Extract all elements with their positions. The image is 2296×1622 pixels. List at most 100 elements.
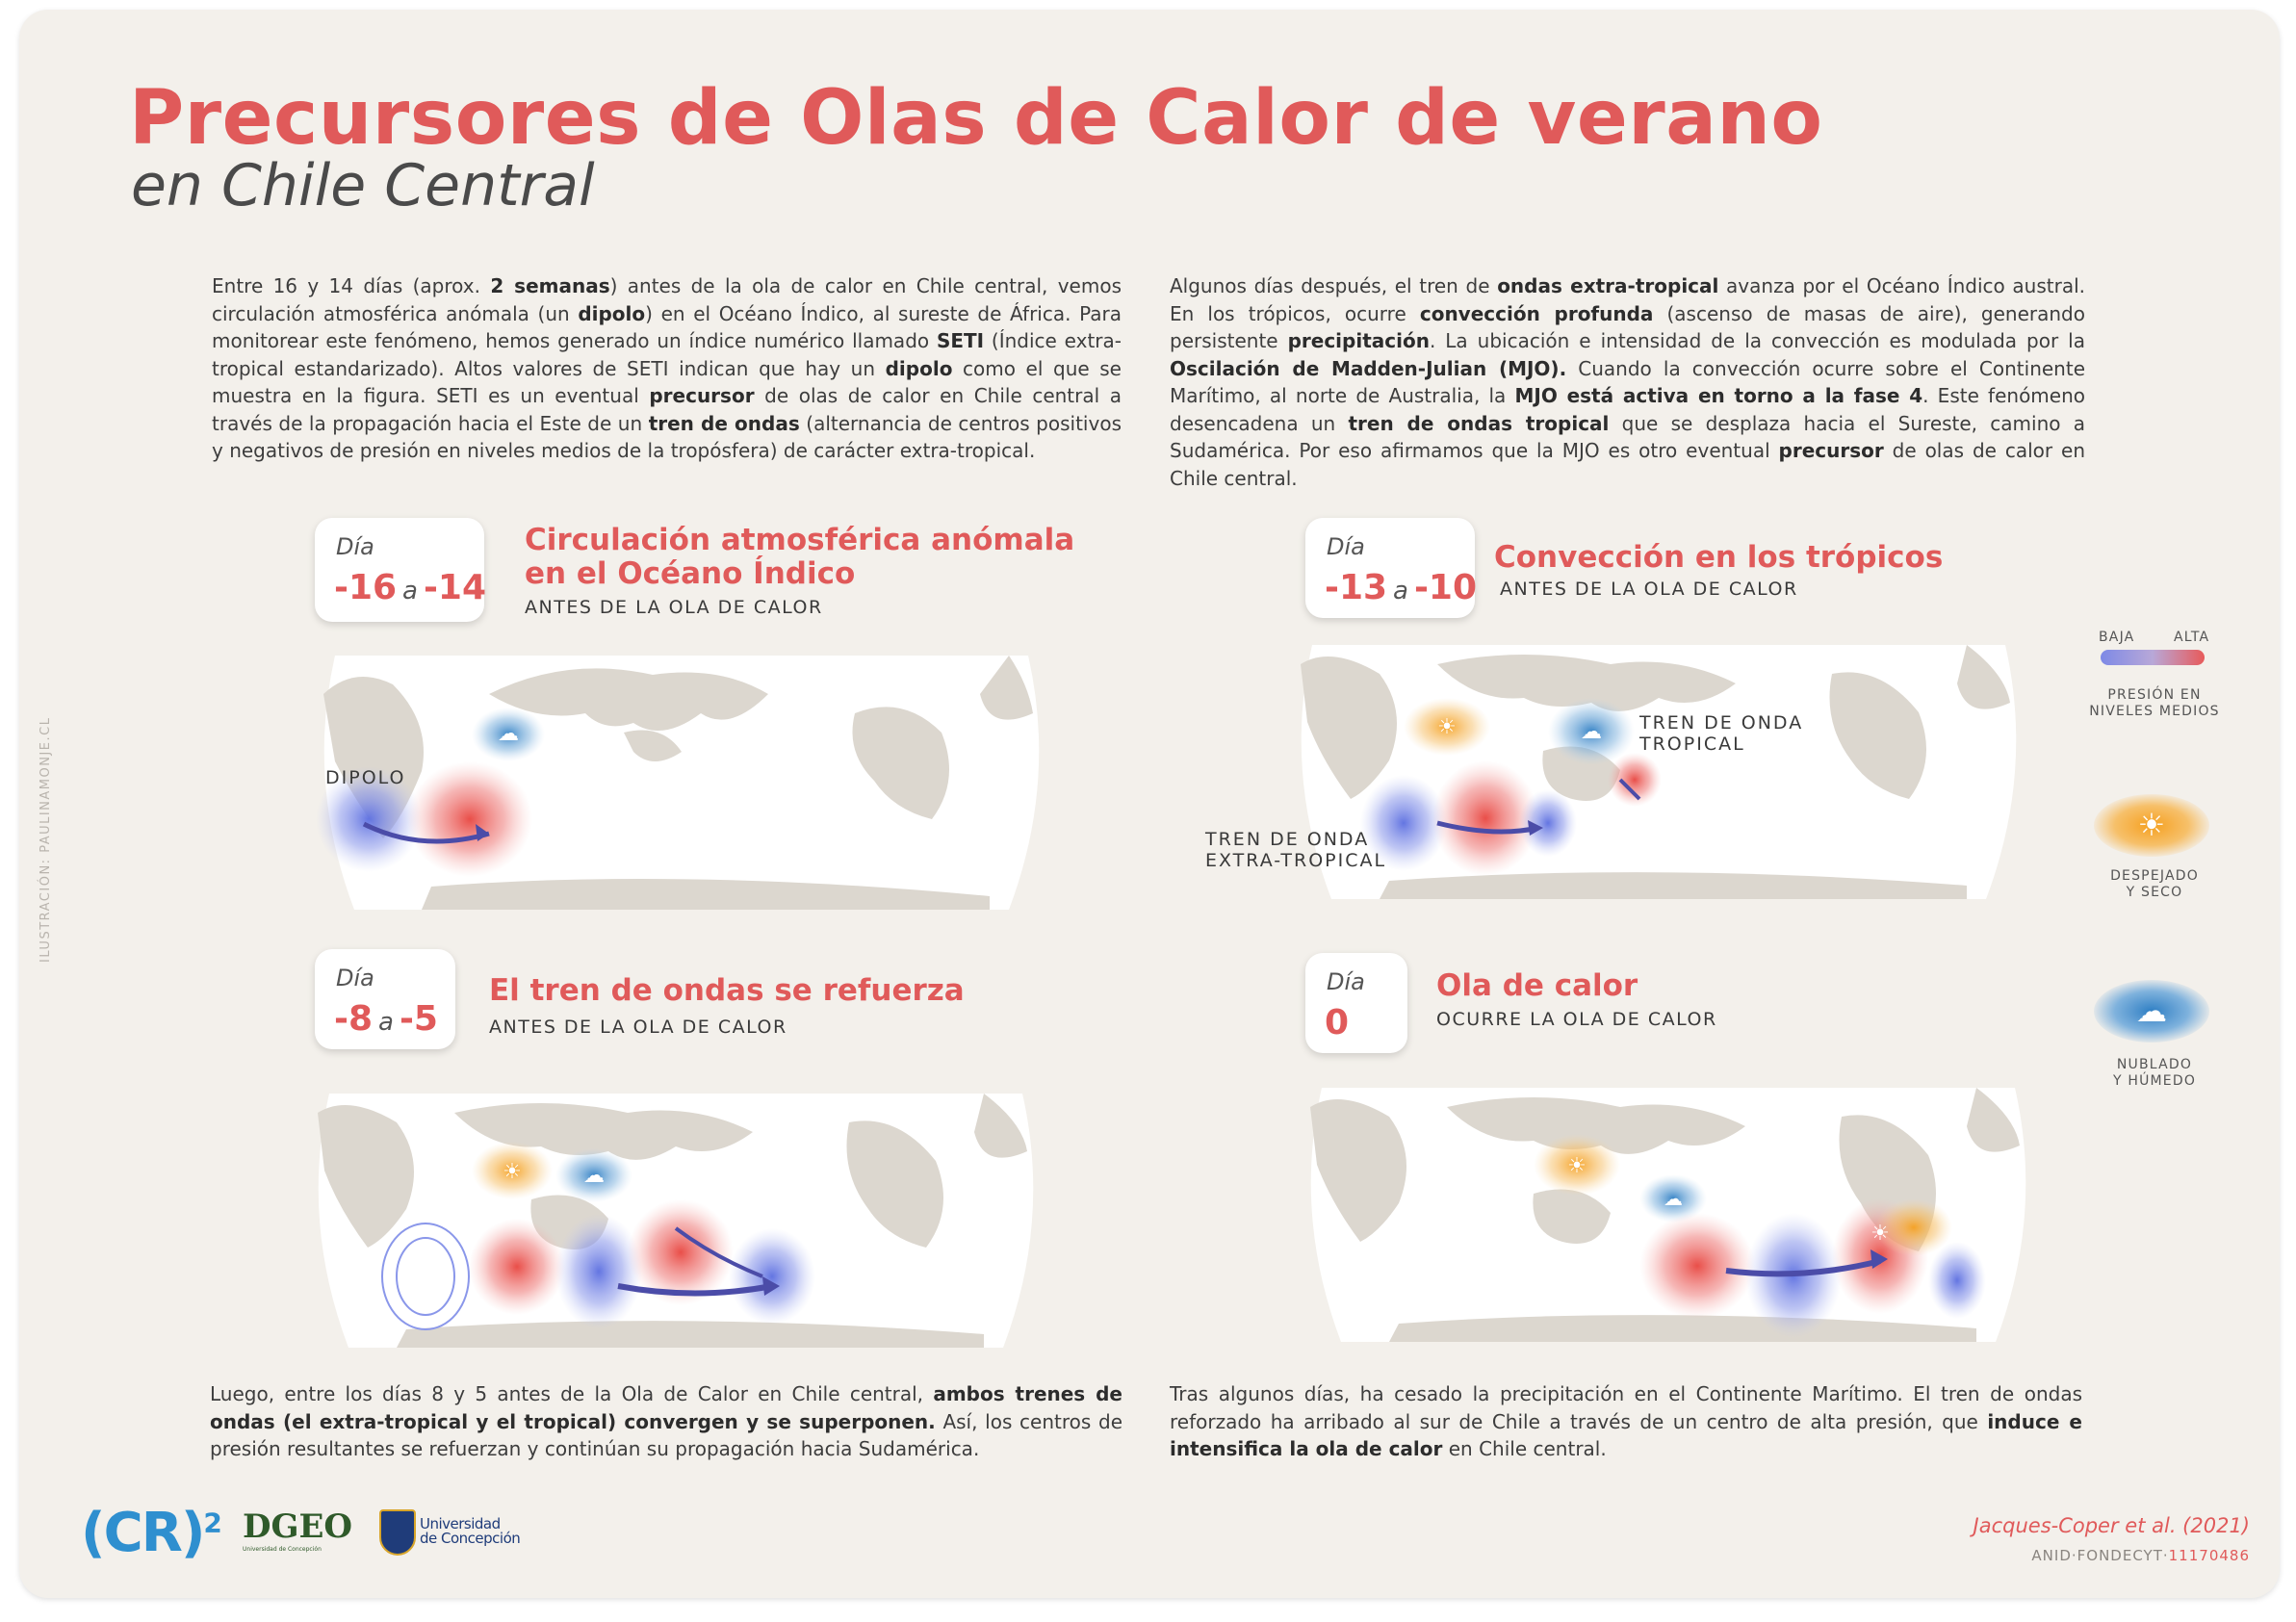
legend-clear-line-1: DESPEJADO bbox=[2110, 868, 2199, 884]
text-run: Tras algunos días, ha cesado la precipit… bbox=[1170, 1382, 2082, 1433]
map-dipole: ☁ bbox=[316, 656, 1040, 910]
day-badge-3: Día -8 a -5 bbox=[315, 949, 455, 1049]
sun-icon: ☀ bbox=[1437, 715, 1457, 739]
day-sep: a bbox=[378, 1008, 394, 1037]
text-run: de olas de calor en Chile central. bbox=[1170, 439, 2085, 490]
day-sep: a bbox=[402, 577, 418, 605]
cloud-rain-icon: ☁ bbox=[498, 722, 519, 746]
text-run: en Chile central. bbox=[1442, 1437, 1607, 1460]
panel-4-title: Ola de calor bbox=[1436, 968, 1638, 1003]
day-range: -16 a -14 bbox=[334, 568, 486, 607]
text-run: ambos trenes de ondas (el extra-tropical… bbox=[210, 1382, 1122, 1433]
legend-pressure-line-2: NIVELES MEDIOS bbox=[2089, 704, 2220, 719]
panel-1-title-line-1: Circulación atmosférica anómala bbox=[525, 523, 1075, 557]
tropical-wave-line-1: TREN DE ONDA bbox=[1639, 712, 1804, 734]
legend-clear: DESPEJADO Y SECO bbox=[2077, 868, 2232, 901]
bottom-right-paragraph: Tras algunos días, ha cesado la precipit… bbox=[1170, 1380, 2082, 1463]
cloud-rain-icon: ☁ bbox=[583, 1164, 605, 1188]
cloudy-wet-cloud-icon: ☁ bbox=[2094, 980, 2209, 1043]
text-run: Algunos días después, el tren de bbox=[1170, 274, 1498, 297]
day-label: Día bbox=[336, 533, 374, 560]
legend-pressure: PRESIÓN EN NIVELES MEDIOS bbox=[2077, 687, 2232, 720]
text-run: de olas de calor en Chile central a trav… bbox=[212, 384, 1122, 435]
page-subtitle: en Chile Central bbox=[131, 152, 595, 219]
panel-3-subtitle: ANTES DE LA OLA DE CALOR bbox=[489, 1017, 787, 1038]
text-run: MJO está activa en torno a la fase 4 bbox=[1514, 384, 1923, 407]
panel-1-subtitle: ANTES DE LA OLA DE CALOR bbox=[525, 597, 823, 618]
extratropical-wave-line-2: EXTRA-TROPICAL bbox=[1205, 850, 1387, 871]
day-from: -8 bbox=[334, 999, 373, 1039]
day-to: -5 bbox=[399, 999, 438, 1039]
map-heat-wave: ☀ ☁ ☀ bbox=[1310, 1088, 2026, 1342]
udec-logo-line-2: de Concepción bbox=[420, 1530, 521, 1547]
reference-authors: Jacques-Coper et al. (2021) bbox=[1973, 1514, 2250, 1537]
illustration-credit: ILUSTRACIÓN: PAULINAMONJE.CL bbox=[39, 716, 53, 963]
text-run: (Índice extra-tropical estandarizado). A… bbox=[212, 329, 1122, 380]
bottom-left-paragraph: Luego, entre los días 8 y 5 antes de la … bbox=[210, 1380, 1122, 1463]
text-run: que se desplaza hacia el Sureste, camino… bbox=[1170, 411, 2086, 463]
panel-1-title: Circulación atmosférica anómala en el Oc… bbox=[525, 524, 1074, 591]
text-run: Oscilación de Madden-Julian (MJO). bbox=[1170, 356, 1567, 380]
cr2-logo: (CR)2 bbox=[81, 1502, 222, 1564]
legend-low: BAJA bbox=[2099, 630, 2135, 645]
text-run: precipitación bbox=[1287, 329, 1430, 352]
text-run: ) en el Océano Índico, al sureste de Áfr… bbox=[212, 301, 1122, 353]
text-run: tren de ondas bbox=[648, 411, 800, 435]
day-badge-4: Día 0 bbox=[1305, 953, 1407, 1053]
text-run: convección profunda bbox=[1419, 301, 1654, 325]
sun-icon: ☀ bbox=[1567, 1154, 1587, 1178]
text-run: . Este fenómeno desencadena un bbox=[1170, 384, 2085, 435]
pressure-gradient-bar bbox=[2101, 650, 2205, 665]
day-from: -13 bbox=[1325, 568, 1388, 607]
legend-clear-line-2: Y SECO bbox=[2126, 885, 2183, 900]
dgeo-logo-subtext: Universidad de Concepción bbox=[243, 1546, 322, 1553]
extratropical-wave-label: TREN DE ONDA EXTRA-TROPICAL bbox=[1205, 829, 1386, 871]
udec-logo-text: Universidad de Concepción bbox=[420, 1515, 521, 1547]
cloud-rain-icon: ☁ bbox=[1664, 1187, 1683, 1210]
text-run: avanza por el Océano Índico austral. En … bbox=[1170, 274, 2086, 325]
day-badge-2: Día -13 a -10 bbox=[1305, 518, 1477, 618]
legend-cloudy-line-2: Y HÚMEDO bbox=[2112, 1073, 2197, 1089]
panel-3-title: El tren de ondas se refuerza bbox=[489, 973, 965, 1008]
day-sep: a bbox=[1393, 577, 1408, 605]
text-run: (alternancia de centros positivos y nega… bbox=[212, 411, 1122, 463]
day-label: Día bbox=[336, 965, 374, 991]
udec-logo: Universidad de Concepción bbox=[379, 1509, 521, 1558]
map-tropical-convection: ☀ ☁ bbox=[1301, 645, 2017, 899]
extratropical-wave-line-1: TREN DE ONDA bbox=[1205, 829, 1370, 850]
text-run: Entre 16 y 14 días (aprox. bbox=[212, 274, 491, 297]
day-from: -16 bbox=[334, 568, 398, 607]
day-range: -13 a -10 bbox=[1325, 568, 1477, 607]
panel-2-subtitle: ANTES DE LA OLA DE CALOR bbox=[1500, 579, 1798, 600]
tropical-wave-line-2: TROPICAL bbox=[1639, 734, 1745, 755]
text-run: 2 semanas bbox=[490, 274, 610, 297]
grant-number: 11170486 bbox=[2168, 1547, 2250, 1564]
dgeo-logo-text: DGEO bbox=[243, 1507, 353, 1546]
legend-high: ALTA bbox=[2174, 630, 2210, 645]
intro-left-paragraph: Entre 16 y 14 días (aprox. 2 semanas) an… bbox=[212, 272, 1122, 465]
dgeo-logo: DGEO Universidad de Concepción bbox=[243, 1507, 352, 1561]
text-run: SETI bbox=[936, 329, 985, 352]
clear-dry-sun-icon: ☀ bbox=[2094, 794, 2209, 857]
panel-2-title: Convección en los trópicos bbox=[1494, 540, 1944, 575]
udec-logo-line-1: Universidad bbox=[420, 1515, 501, 1532]
text-run: como el que se muestra en la figura. SET… bbox=[212, 356, 1122, 408]
cr2-logo-sup: 2 bbox=[203, 1506, 222, 1539]
text-run: ) antes de la ola de calor en Chile cent… bbox=[212, 274, 1122, 325]
text-run: induce e intensifica la ola de calor bbox=[1170, 1409, 2082, 1461]
cloud-rain-icon: ☁ bbox=[1581, 720, 1602, 744]
text-run: precursor bbox=[1778, 439, 1884, 462]
day-value: 0 bbox=[1325, 1003, 1350, 1043]
day-label: Día bbox=[1327, 533, 1365, 560]
text-run: Luego, entre los días 8 y 5 antes de la … bbox=[210, 1382, 934, 1405]
text-run: ondas extra-tropical bbox=[1497, 274, 1719, 297]
day-range: -8 a -5 bbox=[334, 999, 438, 1039]
page-title: Precursores de Olas de Calor de verano bbox=[129, 75, 1823, 162]
sun-icon: ☀ bbox=[503, 1160, 522, 1184]
reference-grant: ANID·FONDECYT·11170486 bbox=[2031, 1547, 2250, 1564]
text-run: (ascenso de masas de aire), generando pe… bbox=[1170, 301, 2085, 353]
sun-icon: ☀ bbox=[1870, 1222, 1890, 1246]
text-run: . La ubicación e intensidad de la convec… bbox=[1429, 329, 2085, 352]
udec-shield-icon bbox=[379, 1509, 416, 1556]
text-run: dipolo bbox=[578, 301, 646, 325]
